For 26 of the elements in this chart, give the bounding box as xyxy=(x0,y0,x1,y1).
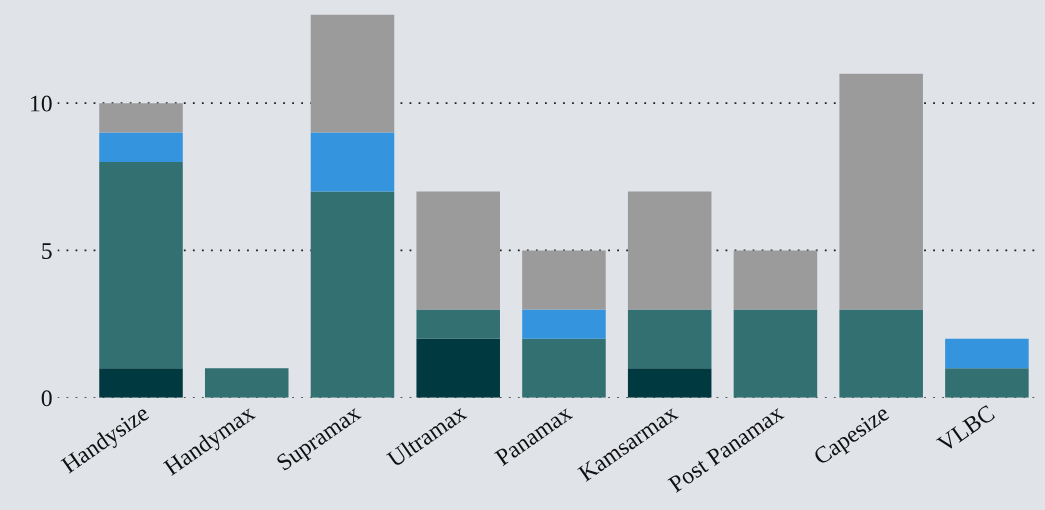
bar xyxy=(99,162,183,369)
bar xyxy=(416,338,500,398)
bar xyxy=(522,338,606,398)
y-tick-label: 10 xyxy=(31,95,52,112)
bar xyxy=(839,73,923,310)
bar xyxy=(839,309,923,398)
bar xyxy=(627,309,712,369)
bar xyxy=(522,250,606,310)
bar xyxy=(99,368,183,398)
bar xyxy=(627,368,712,398)
bar xyxy=(416,191,500,310)
bar xyxy=(310,191,395,398)
bar xyxy=(416,309,500,339)
bar xyxy=(945,368,1029,398)
bar xyxy=(522,309,606,339)
bar xyxy=(99,103,183,133)
bar xyxy=(733,250,818,310)
bar xyxy=(945,338,1029,369)
bar xyxy=(204,368,289,398)
bar xyxy=(99,132,183,163)
y-tick-label: 0 xyxy=(41,390,52,407)
bar xyxy=(627,191,712,310)
y-tick-label: 5 xyxy=(42,243,52,259)
bar xyxy=(733,309,818,398)
bar xyxy=(310,14,395,133)
bar xyxy=(310,132,395,192)
